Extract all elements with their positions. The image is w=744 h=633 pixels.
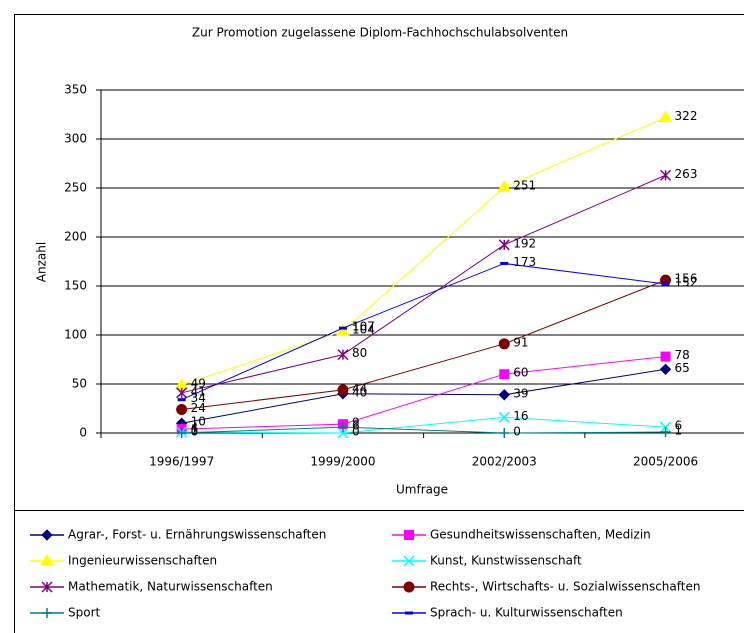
data-label: 0 [191,425,199,439]
data-point [660,351,671,362]
data-label: 41 [191,384,206,398]
data-label: 80 [352,346,367,360]
data-label: 192 [513,236,536,250]
legend-marker [404,530,414,540]
data-point [498,338,510,350]
series-line [181,174,666,394]
data-point [337,349,349,361]
data-label: 156 [675,272,698,286]
data-point [498,239,510,251]
data-point [658,110,673,122]
data-point [176,428,187,438]
data-label: 40 [352,385,367,399]
y-tick-label: 150 [64,279,87,293]
data-label: 4 [191,421,199,435]
series-line [181,116,666,386]
data-point [176,387,188,399]
legend-marker [403,581,415,593]
data-label: 0 [513,425,521,439]
data-label: 10 [191,415,206,429]
data-label: 263 [675,167,698,181]
data-point [176,403,188,415]
legend-marker [40,554,54,566]
series-line [181,426,666,434]
series-line [181,262,666,401]
data-label: 39 [513,386,528,400]
data-point [499,369,510,380]
data-label: 1 [191,424,199,438]
data-label: 9 [352,416,360,430]
data-label: 60 [513,366,528,380]
series-line [181,416,666,434]
series-line [181,368,666,424]
y-tick-label: 250 [64,181,87,195]
data-label: 104 [352,323,375,337]
chart-title: Zur Promotion zugelassene Diplom-Fachhoc… [192,26,568,40]
data-label: 34 [191,391,206,405]
data-label: 152 [675,276,698,290]
series-line [181,279,666,410]
legend-label: Mathematik, Naturwissenschaften [68,580,273,594]
x-tick-label: 1996/1997 [149,455,214,469]
data-label: 251 [513,179,536,193]
data-label: 44 [352,381,367,395]
data-label: 0 [352,425,360,439]
data-label: 91 [513,335,528,349]
data-label: 49 [191,376,206,390]
y-tick-label: 0 [79,426,87,440]
data-label: 322 [675,109,698,123]
legend-label: Rechts-, Wirtschafts- u. Sozialwissensch… [430,580,700,594]
legend-marker [41,529,53,541]
legend-label: Ingenieurwissenschaften [68,554,217,568]
y-tick-label: 350 [64,83,87,97]
legend-label: Agrar-, Forst- u. Ernährungswissenschaft… [68,528,326,542]
legend-label: Sport [68,606,101,620]
data-label: 16 [513,409,528,423]
data-point [499,428,510,438]
data-label: 6 [352,419,360,433]
data-label: 1 [675,424,683,438]
legend-label: Gesundheitswissenschaften, Medizin [430,528,651,542]
y-axis-label: Anzahl [35,242,49,282]
data-point [337,427,349,439]
legend-frame [14,510,744,633]
data-point [659,363,672,376]
data-point [337,384,349,396]
y-tick-label: 50 [72,377,87,391]
legend-label: Kunst, Kunstwissenschaft [430,554,582,568]
data-label: 6 [675,419,683,433]
data-point [498,411,510,423]
data-point [337,422,348,433]
x-axis-label: Umfrage [396,483,448,497]
y-tick-label: 200 [64,230,87,244]
data-point [498,389,510,401]
data-label: 24 [191,401,206,415]
legend-label: Sprach- u. Kulturwissenschaften [430,606,623,620]
x-tick-label: 2005/2006 [633,455,698,469]
data-label: 78 [675,348,690,362]
data-label: 65 [675,361,690,375]
data-point [660,169,672,181]
x-tick-label: 2002/2003 [472,455,537,469]
series-line [181,356,666,430]
legend-marker [41,581,53,593]
data-point [660,427,671,438]
data-label: 173 [513,255,536,269]
legend-marker [42,608,52,618]
y-tick-label: 100 [64,328,87,342]
data-point [497,180,512,192]
data-point [336,324,350,336]
data-label: 107 [352,320,375,334]
x-tick-label: 1999/2000 [310,455,375,469]
y-tick-label: 300 [64,132,87,146]
legend-marker [403,555,415,567]
